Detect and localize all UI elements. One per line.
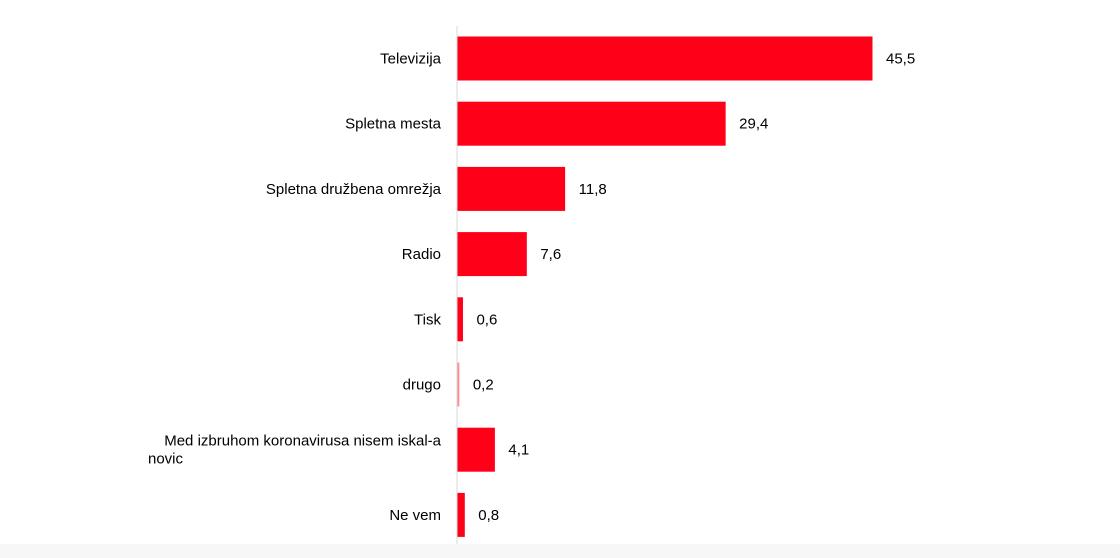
bar-4 (457, 297, 463, 342)
bar-6 (457, 427, 495, 472)
category-label-7: Ne vem (389, 507, 441, 524)
value-label-1: 29,4 (739, 116, 768, 133)
bar-2 (457, 166, 566, 211)
category-label-6: Med izbruhom koronavirusa nisem iskal-a n… (148, 433, 442, 468)
bar-3 (457, 232, 527, 277)
value-label-4: 0,6 (476, 311, 497, 328)
bar-1 (457, 101, 726, 146)
value-label-2: 11,8 (579, 181, 607, 198)
value-label-6: 4,1 (508, 442, 529, 459)
value-label-3: 7,6 (540, 246, 561, 263)
category-label-6-line-0: Med izbruhom koronavirusa nisem iskal-a (164, 433, 441, 450)
category-label-4: Tisk (414, 311, 441, 328)
category-label-0: Televizija (380, 51, 442, 68)
bar-5 (457, 362, 460, 407)
bar-7 (457, 492, 465, 537)
bottom-strip (0, 544, 1120, 558)
value-label-7: 0,8 (478, 507, 499, 524)
bar-0 (457, 36, 873, 81)
category-label-6-line-1: novic (148, 451, 184, 468)
category-label-3: Radio (402, 246, 441, 263)
category-label-2: Spletna družbena omrežja (266, 181, 442, 198)
value-label-0: 45,5 (886, 51, 915, 68)
category-label-5: drugo (403, 377, 441, 394)
value-label-5: 0,2 (473, 377, 494, 394)
category-label-1: Spletna mesta (345, 116, 442, 133)
